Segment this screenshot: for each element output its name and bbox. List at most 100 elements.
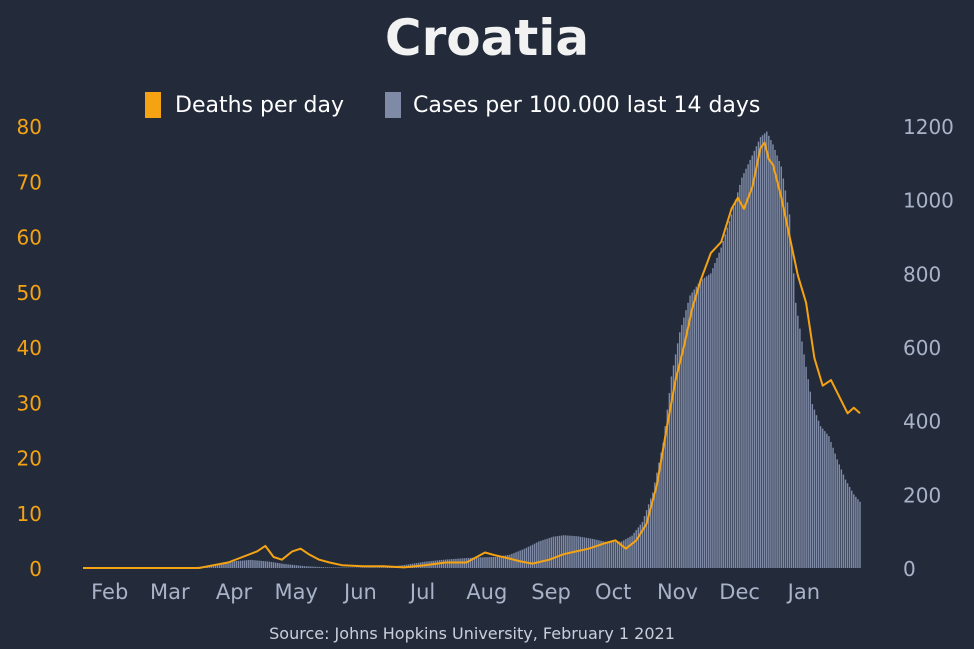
cases-bar bbox=[732, 207, 735, 568]
cases-bar bbox=[492, 557, 494, 568]
cases-bar bbox=[639, 524, 642, 568]
cases-bar bbox=[219, 563, 221, 568]
cases-bar bbox=[517, 551, 519, 568]
cases-bar bbox=[637, 527, 640, 568]
cases-bar bbox=[509, 554, 511, 568]
cases-bar bbox=[766, 131, 768, 568]
cases-bar bbox=[341, 567, 343, 568]
cases-bar bbox=[469, 557, 472, 568]
cases-bar bbox=[272, 562, 275, 568]
cases-bar bbox=[250, 559, 252, 568]
cases-bar bbox=[792, 273, 795, 568]
cases-bar bbox=[604, 541, 606, 568]
cases-bar bbox=[268, 561, 271, 568]
cases-bar bbox=[221, 563, 223, 568]
cases-bar bbox=[629, 536, 631, 568]
cases-bar bbox=[720, 247, 722, 569]
cases-bar bbox=[672, 365, 675, 568]
legend-swatch-deaths bbox=[145, 92, 161, 118]
x-tick-label: Oct bbox=[595, 580, 631, 604]
cases-bar bbox=[449, 559, 451, 568]
cases-bar bbox=[768, 135, 770, 568]
cases-bar bbox=[562, 535, 565, 568]
cases-bar bbox=[743, 173, 745, 568]
cases-bar bbox=[467, 557, 470, 568]
cases-bar bbox=[542, 540, 544, 568]
cases-bar bbox=[606, 542, 608, 568]
cases-bar bbox=[712, 268, 714, 568]
x-tick-label: Sep bbox=[531, 580, 571, 604]
cases-bar bbox=[722, 240, 724, 569]
cases-bar bbox=[708, 274, 710, 568]
cases-bar bbox=[260, 560, 262, 568]
cases-bar bbox=[274, 562, 277, 568]
cases-bar bbox=[840, 469, 843, 568]
x-tick-label: Jan bbox=[786, 580, 820, 604]
cases-bar bbox=[656, 472, 658, 568]
cases-bar bbox=[770, 140, 772, 568]
cases-bar bbox=[799, 328, 801, 568]
cases-bar bbox=[484, 557, 486, 568]
cases-bar bbox=[589, 538, 592, 568]
cases-bar bbox=[500, 556, 503, 568]
cases-bar bbox=[797, 315, 799, 568]
cases-bar bbox=[616, 541, 619, 568]
source-note: Source: Johns Hopkins University, Februa… bbox=[269, 624, 675, 643]
cases-bar bbox=[214, 564, 217, 568]
cases-bar bbox=[641, 521, 644, 568]
cases-bar bbox=[372, 567, 374, 568]
cases-bar bbox=[560, 535, 563, 568]
cases-bar bbox=[846, 483, 849, 568]
cases-bar bbox=[662, 442, 664, 568]
cases-bar bbox=[755, 146, 758, 568]
cases-bar bbox=[631, 535, 633, 568]
cases-bar bbox=[600, 540, 602, 568]
cases-bar bbox=[699, 280, 702, 568]
cases-bar bbox=[842, 474, 845, 568]
x-tick-label: Jun bbox=[342, 580, 377, 604]
cases-bar bbox=[817, 420, 820, 568]
cases-bar bbox=[289, 564, 291, 568]
cases-bar bbox=[546, 538, 548, 568]
cases-bar bbox=[807, 379, 809, 568]
cases-bar bbox=[681, 324, 683, 568]
cases-bar bbox=[279, 563, 281, 568]
cases-bar bbox=[527, 546, 530, 568]
cases-bar bbox=[533, 543, 536, 568]
cases-bar bbox=[384, 567, 387, 568]
cases-bar bbox=[538, 541, 540, 568]
cases-bar bbox=[502, 555, 505, 568]
cases-bar bbox=[374, 567, 376, 568]
cases-bar bbox=[596, 539, 598, 568]
cases-bar bbox=[283, 563, 285, 568]
cases-bar bbox=[853, 494, 855, 568]
cases-bar bbox=[579, 536, 581, 568]
cases-bar bbox=[301, 565, 304, 568]
cases-bar bbox=[850, 490, 853, 568]
cases-bar bbox=[554, 536, 557, 568]
cases-bar bbox=[270, 562, 273, 568]
cases-bar bbox=[763, 133, 766, 568]
cases-bar bbox=[703, 277, 706, 568]
left-tick-label: 30 bbox=[17, 391, 42, 415]
cases-bar bbox=[683, 317, 685, 568]
cases-bar bbox=[610, 542, 613, 568]
cases-bar bbox=[299, 565, 302, 568]
cases-bar bbox=[366, 567, 368, 568]
cases-bar bbox=[710, 273, 712, 568]
cases-bar bbox=[225, 562, 227, 568]
cases-bar bbox=[739, 184, 741, 568]
cases-bar bbox=[248, 560, 250, 568]
right-axis: 0 200 400 600 800 1000 1200 bbox=[903, 115, 954, 581]
cases-bar bbox=[316, 566, 318, 568]
cases-bar bbox=[670, 376, 673, 568]
cases-bar bbox=[602, 541, 604, 568]
cases-bar bbox=[312, 566, 314, 568]
cases-bar bbox=[824, 431, 826, 568]
cases-bar bbox=[241, 560, 244, 568]
cases-bar bbox=[511, 553, 513, 568]
left-tick-label: 70 bbox=[17, 170, 42, 194]
cases-bar bbox=[803, 354, 805, 568]
cases-bar bbox=[778, 160, 780, 569]
cases-bar bbox=[772, 144, 774, 569]
